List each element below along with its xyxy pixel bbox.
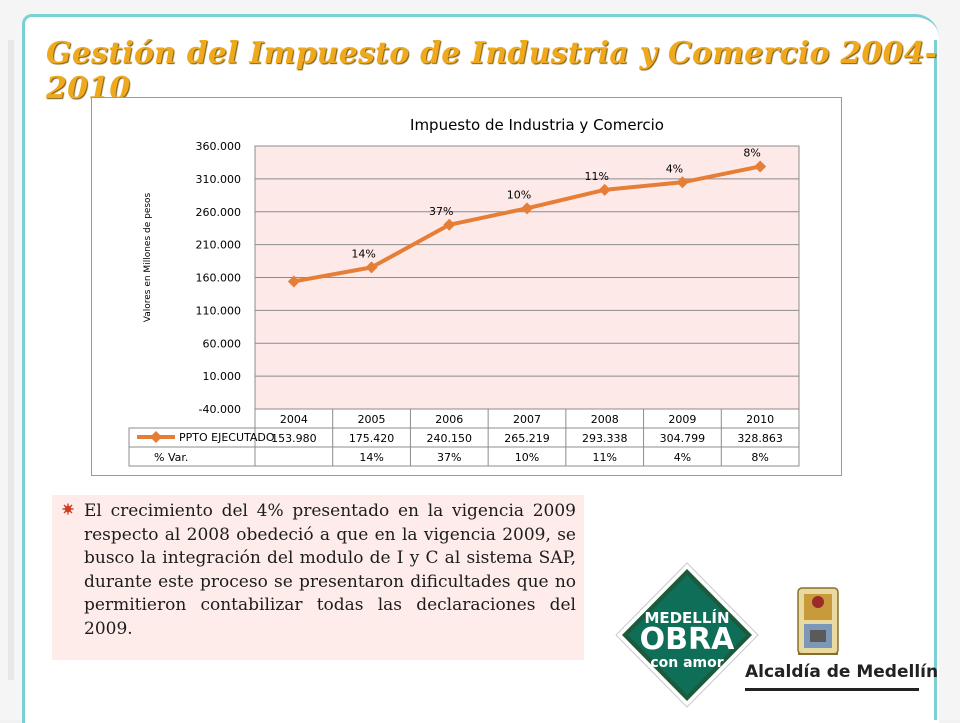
legend-series-name: PPTO EJECUTADO	[179, 431, 275, 444]
point-label: 37%	[429, 205, 453, 218]
x-tick-label: 2008	[591, 413, 619, 426]
chart-container: Impuesto de Industria y Comercio -40.000 1…	[91, 97, 842, 476]
data-point-marker	[598, 183, 611, 196]
data-point-marker	[365, 261, 378, 274]
point-label: 14%	[351, 247, 375, 260]
slide-title: Gestión del Impuesto de Industria y Come…	[46, 36, 938, 106]
table-pct-cell: 8%	[751, 451, 768, 464]
frame-right-border	[934, 40, 937, 720]
data-point-marker	[754, 160, 767, 173]
table-value-cell: 153.980	[271, 432, 317, 445]
data-point-marker	[287, 275, 300, 288]
table-value-cell: 304.799	[660, 432, 706, 445]
table-value-cell: 265.219	[504, 432, 550, 445]
data-point-marker	[521, 202, 533, 215]
left-shadow	[8, 40, 14, 680]
y-tick-label: 110.000	[196, 304, 242, 317]
x-tick-label: 2010	[746, 413, 774, 426]
logo-obra-line3: con amor	[650, 655, 723, 671]
alcaldia-name: Alcaldía de Medellín	[745, 662, 939, 682]
y-tick-label: 10.000	[203, 370, 242, 383]
y-tick-label: 260.000	[196, 206, 242, 219]
y-tick-label: 60.000	[203, 337, 242, 350]
x-tick-label: 2004	[280, 413, 308, 426]
legend-marker	[150, 431, 162, 443]
point-label: 11%	[584, 170, 608, 183]
line-chart: Impuesto de Industria y Comercio -40.000 1…	[128, 116, 800, 467]
x-tick-label: 2009	[668, 413, 696, 426]
data-point-marker	[676, 176, 689, 189]
y-tick-label: -40.000	[199, 403, 241, 416]
table-pct-cell: 37%	[437, 451, 461, 464]
data-point-marker	[443, 218, 456, 231]
alcaldia-shield-logo	[797, 587, 839, 655]
bullet-icon	[62, 503, 74, 515]
point-label: 8%	[743, 146, 760, 159]
x-tick-label: 2006	[435, 413, 463, 426]
table-pct-cell: 14%	[359, 451, 383, 464]
chart-title: Impuesto de Industria y Comercio	[410, 116, 664, 134]
y-axis-label: Valores en Millones de pesos	[143, 192, 153, 322]
y-tick-label: 310.000	[196, 173, 242, 186]
y-tick-label: 160.000	[196, 272, 242, 285]
x-tick-label: 2005	[358, 413, 386, 426]
table-pct-cell: 4%	[674, 451, 691, 464]
medellin-obra-logo: MEDELLÍN OBRA con amor	[615, 562, 759, 708]
y-tick-label: 360.000	[196, 140, 242, 153]
point-label: 4%	[666, 162, 683, 175]
table-value-cell: 293.338	[582, 432, 628, 445]
x-tick-label: 2007	[513, 413, 541, 426]
note-box	[52, 495, 584, 660]
logo-obra-line1: MEDELLÍN	[644, 608, 729, 627]
table-value-cell: 328.863	[737, 432, 783, 445]
table-pct-cell: 10%	[515, 451, 539, 464]
logo-obra-line2: OBRA	[640, 622, 735, 657]
table-pct-cell: 11%	[592, 451, 616, 464]
y-tick-label: 210.000	[196, 239, 242, 252]
table-value-cell: 175.420	[349, 432, 395, 445]
note-text: El crecimiento del 4% presentado en la v…	[84, 501, 576, 639]
pct-row-label: % Var.	[154, 451, 188, 464]
table-value-cell: 240.150	[427, 432, 473, 445]
point-label: 10%	[507, 188, 531, 201]
alcaldia-underline	[745, 688, 919, 691]
